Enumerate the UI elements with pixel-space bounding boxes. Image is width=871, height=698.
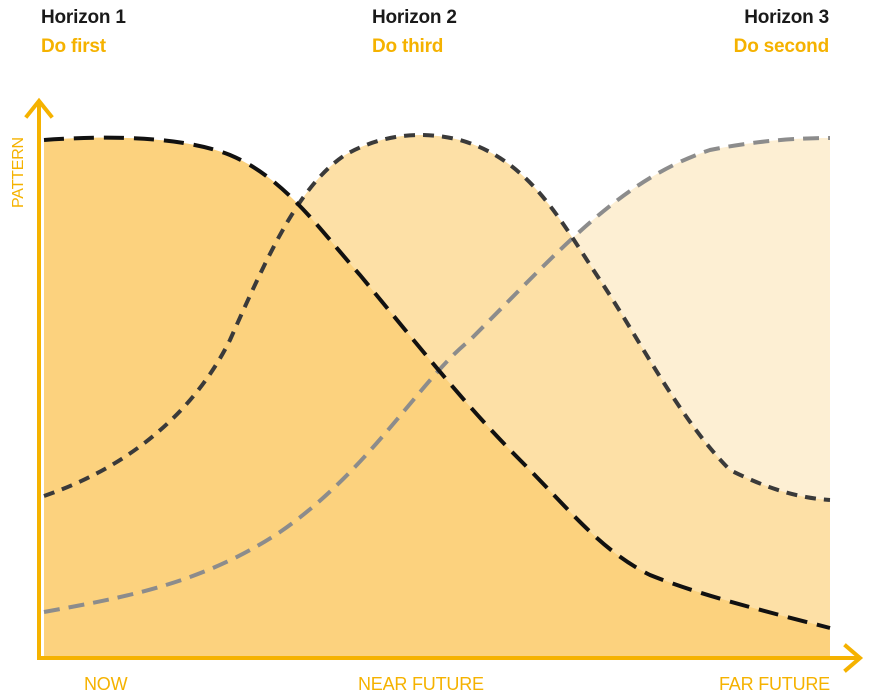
horizon-2-action: Do third [372,36,444,57]
y-axis-arrowhead [24,97,54,119]
horizon-1-action: Do first [41,36,106,57]
x-tick-near-future: NEAR FUTURE [358,674,484,694]
horizon-3-header: Horizon 3 Do second [733,7,830,57]
horizon-3-line [43,136,831,614]
horizon-3-action: Do second [733,36,830,57]
horizon-1-header: Horizon 1 Do first [41,8,126,56]
horizon-3-title: Horizon 3 [744,7,829,28]
horizon-1-title: Horizon 1 [41,7,126,28]
horizon-2-header: Horizon 2 Do third [372,8,457,56]
y-axis-label: PATTERN [10,137,27,208]
horizon-2-line [43,133,831,502]
x-axis-arrowhead [843,643,864,673]
x-tick-far-future: FAR FUTURE [718,674,830,694]
horizon-2-title: Horizon 2 [372,7,457,28]
x-tick-now: NOW [84,674,128,694]
horizon-1-area [44,137,830,658]
